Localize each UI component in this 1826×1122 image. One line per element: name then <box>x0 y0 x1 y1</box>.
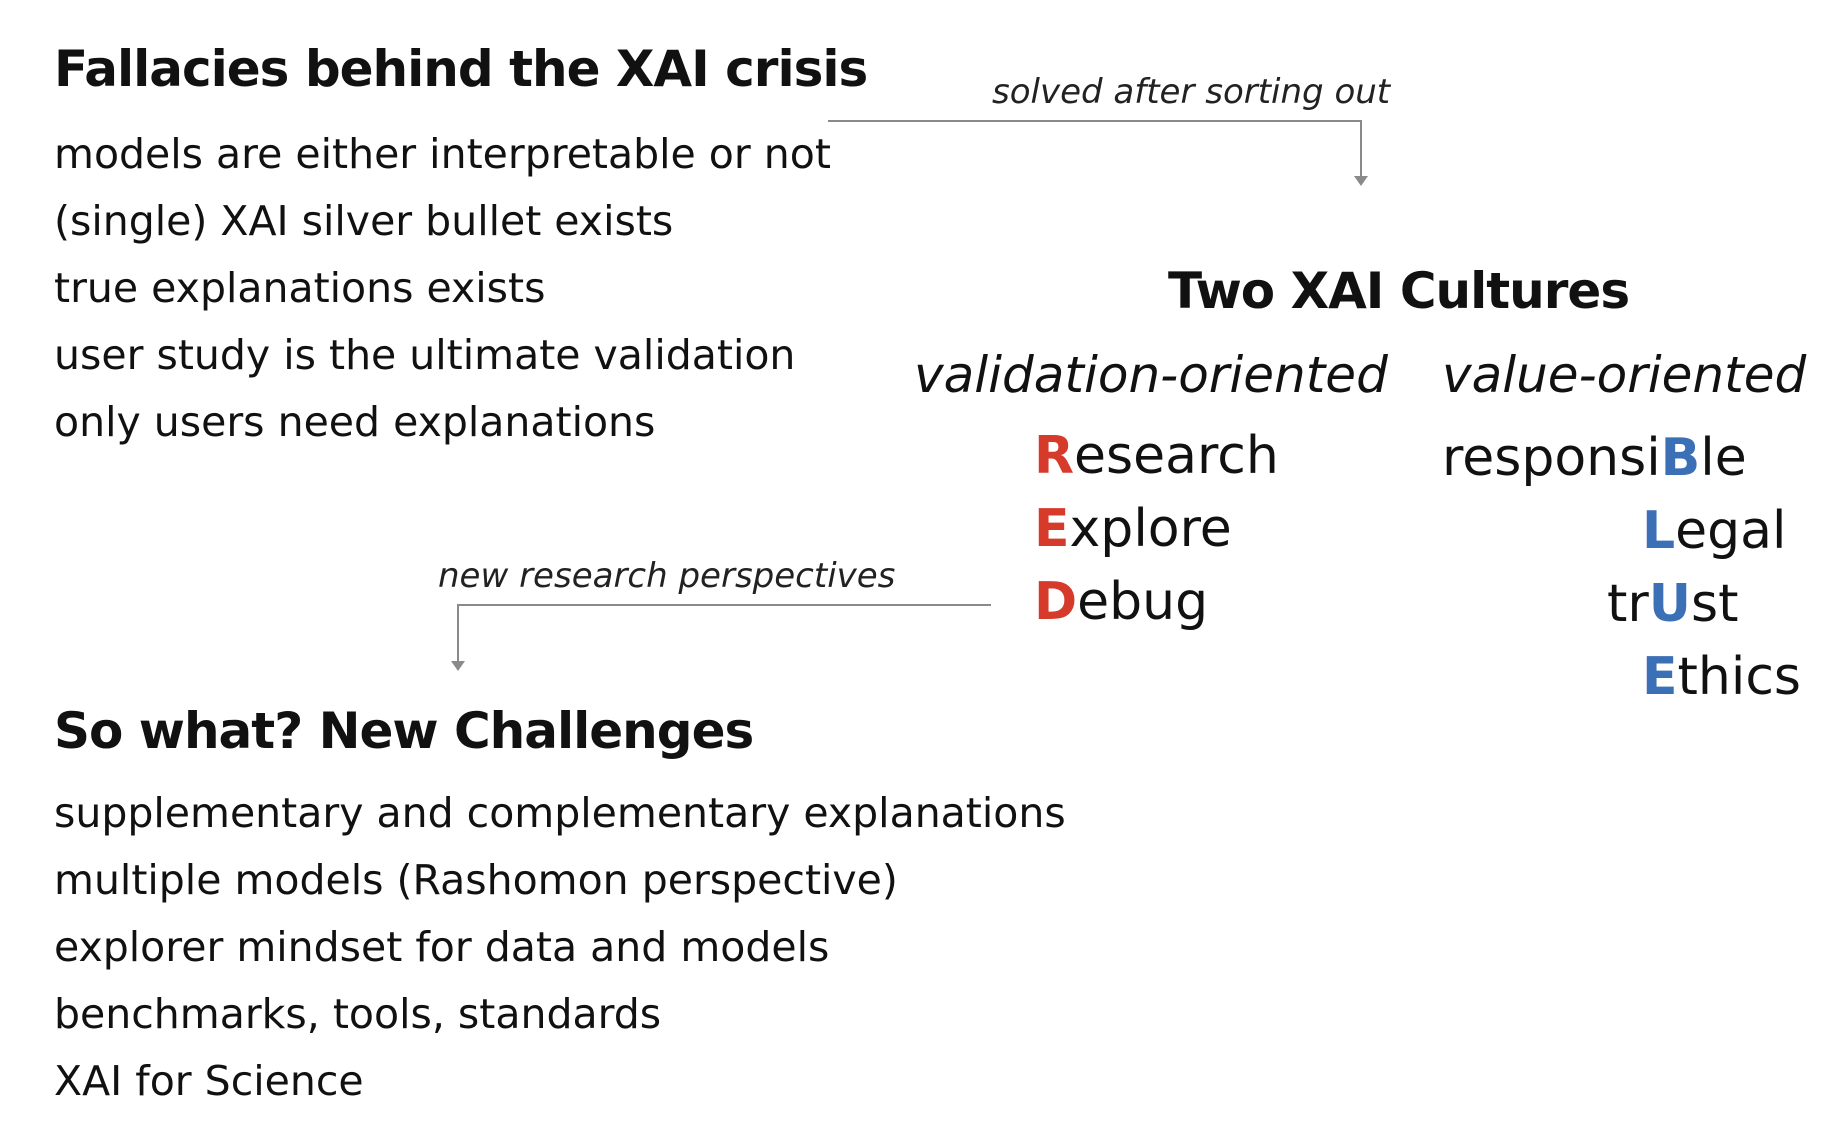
culture-word-trust: trUst <box>1607 574 1739 634</box>
challenge-item: benchmarks, tools, standards <box>54 990 662 1038</box>
arrow-bottom-label: new research perspectives <box>438 556 896 596</box>
culture-word-legal: Legal <box>1642 501 1787 561</box>
challenge-item: explorer mindset for data and models <box>54 923 830 971</box>
challenge-item: XAI for Science <box>54 1057 364 1105</box>
fallacies-title: Fallacies behind the XAI crisis <box>54 40 868 98</box>
challenges-title: So what? New Challenges <box>54 702 754 760</box>
cultures-title: Two XAI Cultures <box>1168 262 1630 320</box>
fallacy-item: (single) XAI silver bullet exists <box>54 197 674 245</box>
fallacy-item: true explanations exists <box>54 264 546 312</box>
fallacy-item: only users need explanations <box>54 398 656 446</box>
fallacy-item: user study is the ultimate validation <box>54 331 796 379</box>
culture-word-ethics: Ethics <box>1642 647 1802 707</box>
challenge-item: multiple models (Rashomon perspective) <box>54 856 898 904</box>
arrow-top-label: solved after sorting out <box>992 72 1391 112</box>
fallacy-item: models are either interpretable or not <box>54 130 831 178</box>
arrow-bottom-head <box>451 661 465 671</box>
culture-left-subtitle: validation-oriented <box>914 346 1388 404</box>
challenge-item: supplementary and complementary explanat… <box>54 789 1066 837</box>
culture-word-debug: Debug <box>1034 572 1209 632</box>
culture-right-subtitle: value-oriented <box>1442 346 1807 404</box>
culture-word-responsible: responsiBle <box>1442 428 1747 488</box>
arrow-top-head <box>1354 176 1368 186</box>
arrow-top-connector <box>828 120 1362 180</box>
culture-word-explore: Explore <box>1034 499 1232 559</box>
arrow-bottom-connector <box>457 604 991 665</box>
culture-word-research: Research <box>1034 426 1279 486</box>
